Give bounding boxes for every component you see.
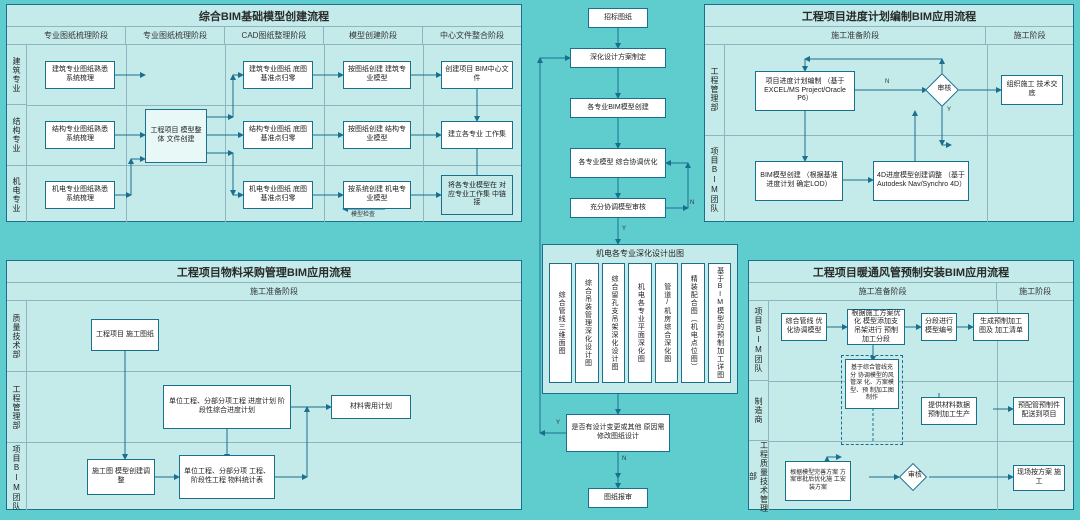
node: 建筑专业图纸熟悉 系统梳理 [45,61,115,89]
audit-diamond: 审核 [899,463,927,491]
center-s1: 深化设计方案制定 [570,48,666,68]
panel4-title: 工程项目暖通风管预制安装BIM应用流程 [749,261,1073,283]
label-y: Y [622,226,626,232]
panel1-lanes: 建筑专业 结构专业 机电专业 [7,45,27,225]
center-box: 机电各专业深化设计出图 综合管线三维面图 综合吊装管理深化设计图 综合留孔支吊架… [542,244,738,394]
panel3-headers: 施工准备阶段 [7,283,521,301]
node: 建立各专业 工作集 [441,121,513,149]
node: 创建项目 BIM中心文件 [441,61,513,89]
lane: 质量技术部 [7,301,27,371]
panel4-lanes: 项目BIM团队 制造商 工程质量技术管理部 [749,301,769,513]
node: 生成预制加工图及 加工清单 [973,313,1029,341]
node: 单位工程、分部分项工程 进度计划 阶段性综合进度计划 [163,385,291,429]
col: 管道/机房综合深化图 [655,263,678,383]
lane: 项目BIM团队 [705,135,725,226]
node: 提供材料数据 预制加工生产 [921,397,977,425]
center-box-title: 机电各专业深化设计出图 [549,249,731,259]
node: 分段进行 模型编号 [921,313,957,341]
check-label: 模型检查 [351,209,375,218]
label-y: Y [947,107,951,113]
panel2-headers: 施工准备阶段 施工阶段 [705,27,1073,45]
lane: 项目BIM团队 [749,301,769,380]
hdr: 施工阶段 [997,283,1073,300]
lane: 项目BIM团队 [7,442,27,513]
panel-procure: 工程项目物料采购管理BIM应用流程 施工准备阶段 质量技术部 工程管理部 项目B… [6,260,522,510]
center-bottom: 图纸报审 [588,488,648,508]
center-s2: 各专业BIM模型创建 [570,98,666,118]
panel3-title: 工程项目物料采购管理BIM应用流程 [7,261,521,283]
node: 根据模型完善方案 方案审批后优化施 工安装方案 [785,461,851,501]
hdr: CAD图纸整理阶段 [225,27,324,44]
lane: 机电专业 [7,165,27,225]
node: 按图纸创建 建筑专业模型 [343,61,411,89]
center-s3: 各专业模型 综合协调优化 [570,148,666,178]
hdr: 模型创建阶段 [324,27,423,44]
node: 建筑专业图纸 底图基准点归零 [243,61,313,89]
node: 结构专业图纸熟悉 系统梳理 [45,121,115,149]
center-top: 招标图纸 [588,8,648,28]
label-n2: N [622,456,626,462]
hdr: 施工准备阶段 [725,27,986,44]
lane: 工程管理部 [705,45,725,135]
hdr: 施工准备阶段 [27,283,521,300]
node: 基于综合管线充分 协调模型的风管深 化、方案模型、预 制加工图制作 [845,359,899,409]
node: 按系统创建 机电专业模型 [343,181,411,209]
panel1-title: 综合BIM基础模型创建流程 [7,5,521,27]
lane: 建筑专业 [7,45,27,104]
panel3-lanes: 质量技术部 工程管理部 项目BIM团队 [7,301,27,513]
hdr: 专业图纸梳理阶段 [27,27,126,44]
node: 机电专业图纸熟悉 系统梳理 [45,181,115,209]
col: 基于BIM模型的预制加工详图 [708,263,731,383]
hdr: 专业图纸梳理阶段 [126,27,225,44]
center-dec: 是否有设计变更或其他 原因需修改图纸设计 [566,414,670,452]
col: 综合管线三维面图 [549,263,572,383]
audit-diamond: 审核 [925,73,959,107]
node: 单位工程、分部分项 工程、阶段性工程 物料统计表 [179,455,275,499]
center-s4: 充分协调模型审核 [570,198,666,218]
hdr: 中心文件整合阶段 [423,27,521,44]
node: 结构专业图纸 底图基准点归零 [243,121,313,149]
label-n: N [690,200,694,206]
node: 预配管预制件 配送到项目 [1013,397,1065,425]
node: BIM模型创建 （根据基准进度计划 确定LOD） [755,161,843,201]
panel1-headers: 专业图纸梳理阶段 专业图纸梳理阶段 CAD图纸整理阶段 模型创建阶段 中心文件整… [7,27,521,45]
node: 材料需用计划 [331,395,411,419]
col: 精装配合图（机电点位图） [681,263,704,383]
node: 机电专业图纸 底图基准点归零 [243,181,313,209]
node: 4D进度模型创建调整 （基于Autodesk Nav/Synchro 4D） [873,161,969,201]
node: 将各专业模型在 对应专业工作集 中链接 [441,175,513,215]
lane: 制造商 [749,380,769,440]
node: 工程项目 施工图纸 [91,319,159,351]
node: 按图纸创建 结构专业模型 [343,121,411,149]
label-y2: Y [556,420,560,426]
panel2-lanes: 工程管理部 项目BIM团队 [705,45,725,225]
lane: 工程管理部 [7,371,27,442]
node: 施工图 模型创建调整 [87,459,155,495]
node: 组织施工 技术交底 [1001,75,1063,105]
node: 现场按方案 施工 [1013,465,1065,491]
col: 综合留孔支吊架深化设计图 [602,263,625,383]
panel4-headers: 施工准备阶段 施工阶段 [749,283,1073,301]
lane: 工程质量技术管理部 [749,440,769,513]
node: 综合管线 优化协调模型 [781,313,827,341]
node-big: 工程项目 模型整体 文件创建 [145,109,207,163]
panel-hvac: 工程项目暖通风管预制安装BIM应用流程 施工准备阶段 施工阶段 项目BIM团队 … [748,260,1074,510]
col: 机电各专业平面深化图 [628,263,651,383]
lane: 结构专业 [7,104,27,164]
label-n: N [885,79,889,85]
node: 项目进度计划编制 （基于EXCEL/MS Project/Oracle P6） [755,71,855,111]
panel2-title: 工程项目进度计划编制BIM应用流程 [705,5,1073,27]
panel-bim-model: 综合BIM基础模型创建流程 专业图纸梳理阶段 专业图纸梳理阶段 CAD图纸整理阶… [6,4,522,222]
panel-schedule: 工程项目进度计划编制BIM应用流程 施工准备阶段 施工阶段 工程管理部 项目BI… [704,4,1074,222]
col: 综合吊装管理深化设计图 [575,263,598,383]
hdr: 施工阶段 [986,27,1073,44]
hdr: 施工准备阶段 [769,283,997,300]
node: 根据施工方案优化 模型添加支吊架进行 预制加工分段 [847,309,905,345]
